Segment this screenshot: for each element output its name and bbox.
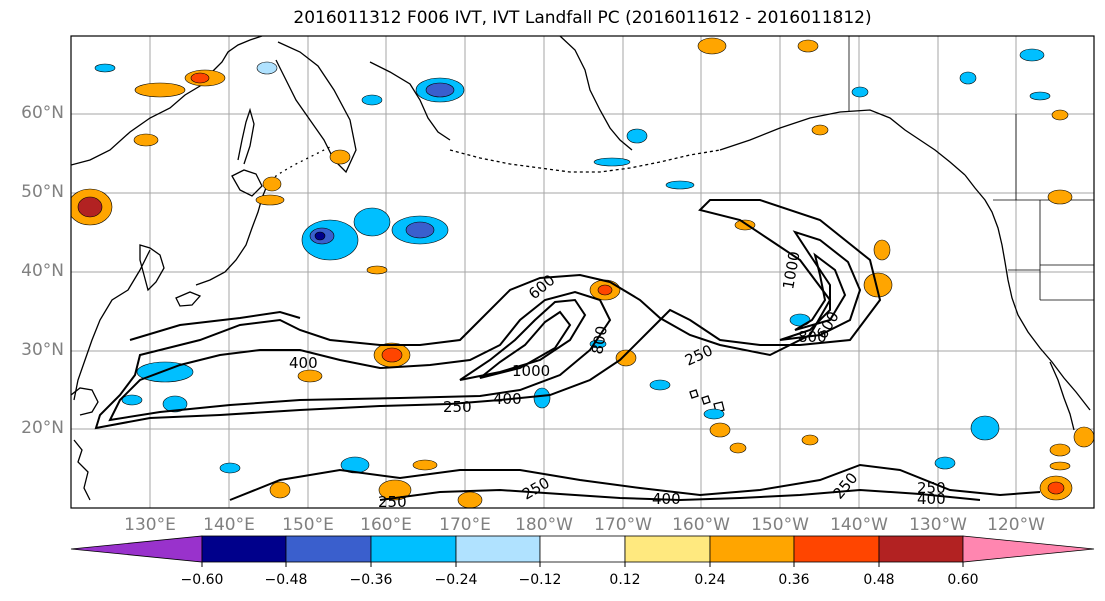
colorbar-bin — [201, 535, 287, 563]
lat-label: 30°N — [21, 340, 64, 360]
colorbar-extend-left — [70, 535, 203, 563]
ivt-contours — [94, 199, 1041, 502]
colorbar-tick-label: −0.12 — [518, 572, 562, 588]
colorbar-bin — [539, 535, 626, 563]
lon-label: 170°E — [439, 515, 491, 535]
colorbar-bin — [370, 535, 457, 563]
contour-label: 400 — [493, 390, 522, 408]
contour-label: 250 — [917, 479, 946, 497]
map-title: 2016011312 F006 IVT, IVT Landfall PC (20… — [293, 8, 872, 28]
colorbar-tick-label: −0.24 — [434, 572, 478, 588]
colorbar-bin — [793, 535, 880, 563]
colorbar-bin — [285, 535, 372, 563]
lon-label: 120°W — [987, 515, 1045, 535]
contour-label: 1000 — [512, 362, 550, 380]
lon-label: 140°W — [830, 515, 888, 535]
map-border — [70, 35, 1095, 509]
colorbar-tick-label: −0.48 — [264, 572, 308, 588]
colorbar-tick-label: 0.24 — [694, 572, 726, 588]
colorbar-tick-label: −0.36 — [349, 572, 393, 588]
contour-label: 250 — [378, 493, 407, 511]
colorbar-tick-label: 0.36 — [778, 572, 810, 588]
contour-label: 400 — [289, 354, 318, 372]
lon-label: 160°W — [672, 515, 730, 535]
lat-label: 50°N — [21, 182, 64, 202]
colorbar-bin — [624, 535, 711, 563]
lon-label: 160°E — [360, 515, 412, 535]
lat-label: 20°N — [21, 418, 64, 438]
colorbar-tick-label: 0.48 — [863, 572, 895, 588]
contour-label: 250 — [443, 398, 472, 416]
shaded-patches — [71, 37, 1094, 508]
colorbar-extend-right — [962, 535, 1095, 563]
contour-label: 800 — [588, 324, 611, 355]
contour-label: 400 — [652, 490, 681, 508]
contour-label: 400 — [917, 490, 946, 508]
colorbar-tick-label: 0.12 — [609, 572, 641, 588]
colorbar-bin — [878, 535, 964, 563]
lon-label: 150°E — [282, 515, 334, 535]
lat-label: 60°N — [21, 103, 64, 123]
colorbar-bin — [455, 535, 541, 563]
colorbar-tick-label: −0.60 — [180, 572, 224, 588]
coastlines — [71, 36, 1091, 501]
contour-label: 800 — [798, 328, 827, 346]
colorbar-ticks — [201, 562, 964, 567]
lon-label: 150°W — [751, 515, 809, 535]
gridlines — [71, 36, 1094, 508]
lon-label: 130°E — [124, 515, 176, 535]
colorbar-tick-label: 0.60 — [947, 572, 979, 588]
colorbar — [70, 535, 1095, 563]
lon-label: 170°W — [594, 515, 652, 535]
lat-label: 40°N — [21, 261, 64, 281]
lon-label: 130°W — [909, 515, 967, 535]
colorbar-bin — [709, 535, 795, 563]
lon-label: 140°E — [203, 515, 255, 535]
lon-label: 180°W — [515, 515, 573, 535]
borders — [848, 36, 1094, 301]
